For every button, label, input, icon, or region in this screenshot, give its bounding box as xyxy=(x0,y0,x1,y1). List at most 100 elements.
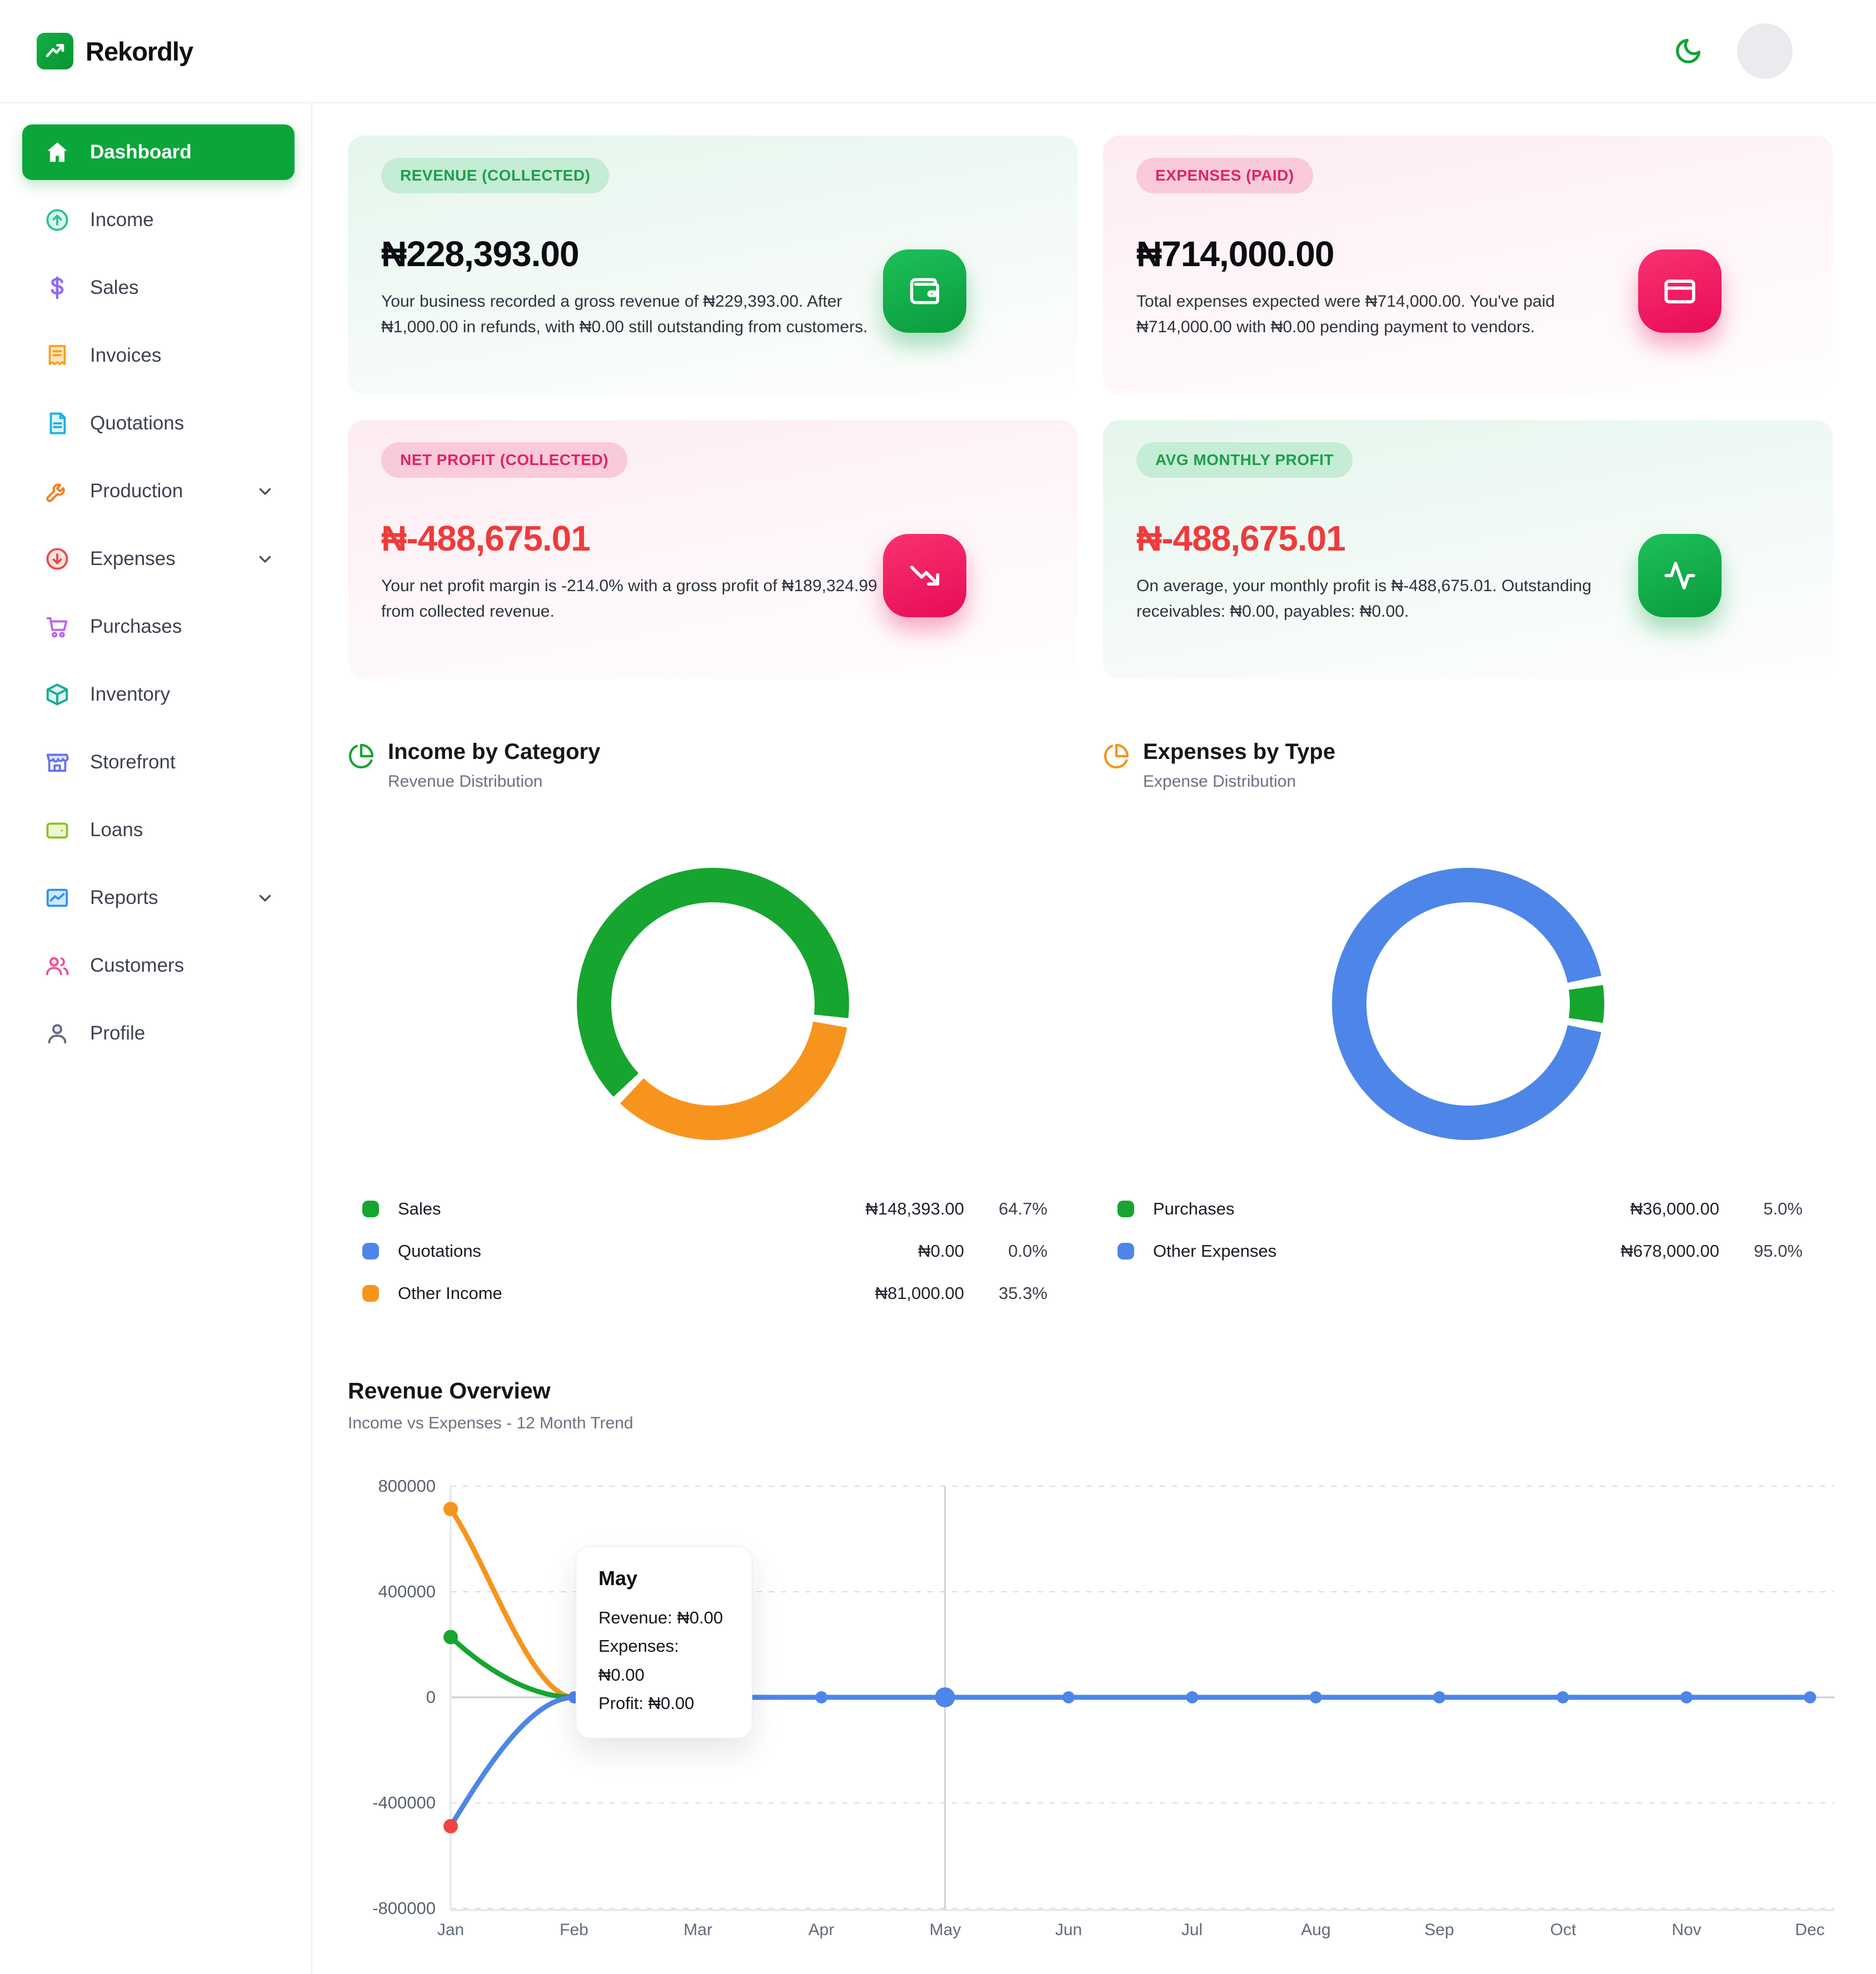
sidebar-item-purchases[interactable]: Purchases xyxy=(22,599,295,654)
y-axis-tick: 0 xyxy=(426,1687,436,1707)
income-legend: Sales ₦148,393.00 64.7% Quotations ₦0.00… xyxy=(348,1188,1077,1315)
tooltip-profit: Profit: ₦0.00 xyxy=(598,1693,695,1713)
avg-monthly-profit-description: On average, your monthly profit is ₦-488… xyxy=(1136,577,1591,621)
chevron-down-icon xyxy=(256,482,275,501)
arrow-up-circle-icon xyxy=(44,207,70,233)
chevron-down-icon xyxy=(256,549,275,568)
revenue-description: Your business recorded a gross revenue o… xyxy=(381,292,868,336)
legend-row: Purchases ₦36,000.00 5.0% xyxy=(1117,1188,1830,1230)
user-icon xyxy=(44,1021,70,1046)
expenses-by-type-title: Expenses by Type xyxy=(1143,739,1336,764)
net-profit-value: ₦-488,675.01 xyxy=(381,518,591,558)
net-profit-badge: NET PROFIT (COLLECTED) xyxy=(381,442,627,478)
x-axis-tick: Mar xyxy=(683,1921,712,1939)
sidebar-item-profile[interactable]: Profile xyxy=(22,1006,295,1061)
avg-monthly-profit-value: ₦-488,675.01 xyxy=(1136,518,1346,558)
line-chart-canvas xyxy=(443,1486,1834,1911)
sidebar-item-label: Production xyxy=(90,480,183,502)
brand-logo-icon xyxy=(37,33,73,69)
package-icon xyxy=(44,682,70,707)
line-chart: 800000 400000 0 -400000 -800000 Jan Feb … xyxy=(348,1464,1834,1953)
sidebar-item-inventory[interactable]: Inventory xyxy=(22,667,295,722)
legend-row: Quotations ₦0.00 0.0% xyxy=(362,1230,1075,1272)
home-icon xyxy=(44,139,70,165)
revenue-overview-subtitle: Income vs Expenses - 12 Month Trend xyxy=(348,1414,633,1432)
sidebar-item-customers[interactable]: Customers xyxy=(22,938,295,993)
y-axis-tick: 400000 xyxy=(378,1582,436,1601)
y-axis-tick: -400000 xyxy=(372,1793,436,1812)
distribution-charts: Income by Category Revenue Distribution … xyxy=(348,739,1833,1315)
revenue-overview-title: Revenue Overview xyxy=(348,1378,551,1403)
sidebar-item-loans[interactable]: Loans xyxy=(22,802,295,858)
chart-tooltip: May Revenue: ₦0.00 Expenses: ₦0.00 Profi… xyxy=(576,1546,752,1738)
brand-name: Rekordly xyxy=(86,36,193,66)
income-by-category-panel: Income by Category Revenue Distribution … xyxy=(348,739,1077,1315)
credit-card-icon xyxy=(1638,249,1722,333)
store-icon xyxy=(44,749,70,775)
sidebar-item-production[interactable]: Production xyxy=(22,463,295,519)
pie-chart-icon xyxy=(1103,743,1130,769)
net-profit-description: Your net profit margin is -214.0% with a… xyxy=(381,577,877,621)
sidebar-item-reports[interactable]: Reports xyxy=(22,870,295,926)
expenses-value: ₦714,000.00 xyxy=(1136,234,1335,274)
expenses-by-type-panel: Expenses by Type Expense Distribution Pu… xyxy=(1103,739,1833,1315)
legend-color-swatch xyxy=(362,1285,379,1302)
x-axis-tick: Apr xyxy=(808,1921,835,1939)
tooltip-revenue: Revenue: ₦0.00 xyxy=(598,1608,724,1627)
revenue-badge: REVENUE (COLLECTED) xyxy=(381,158,610,193)
pie-chart-icon xyxy=(348,743,375,769)
wallet-icon xyxy=(883,249,966,333)
x-axis-tick: Jan xyxy=(437,1921,465,1939)
sidebar-item-income[interactable]: Income xyxy=(22,192,295,248)
income-by-category-subtitle: Revenue Distribution xyxy=(388,772,543,791)
legend-color-swatch xyxy=(1117,1201,1134,1217)
sidebar-item-dashboard[interactable]: Dashboard xyxy=(22,124,295,180)
dark-mode-toggle[interactable] xyxy=(1672,34,1705,68)
sidebar-item-label: Reports xyxy=(90,887,158,908)
sidebar-item-label: Profile xyxy=(90,1022,146,1044)
sidebar-item-label: Quotations xyxy=(90,412,184,434)
x-axis-tick: May xyxy=(929,1921,961,1939)
sidebar-item-quotations[interactable]: Quotations xyxy=(22,396,295,451)
y-axis-tick: 800000 xyxy=(378,1476,436,1496)
sidebar-item-label: Dashboard xyxy=(90,141,192,163)
wrench-icon xyxy=(44,478,70,504)
revenue-card: REVENUE (COLLECTED) ₦228,393.00 Your bus… xyxy=(348,136,1077,394)
x-axis-tick: Dec xyxy=(1795,1921,1825,1939)
legend-row: Other Income ₦81,000.00 35.3% xyxy=(362,1272,1075,1315)
expenses-by-type-subtitle: Expense Distribution xyxy=(1143,772,1296,791)
expense-donut-chart xyxy=(1331,868,1604,1140)
expenses-description: Total expenses expected were ₦714,000.00… xyxy=(1136,292,1555,336)
legend-row: Sales ₦148,393.00 64.7% xyxy=(362,1188,1075,1230)
sidebar-item-sales[interactable]: Sales xyxy=(22,260,295,316)
sidebar-item-invoices[interactable]: Invoices xyxy=(22,328,295,383)
legend-color-swatch xyxy=(362,1201,379,1217)
document-icon xyxy=(44,411,70,436)
avg-monthly-profit-badge: AVG MONTHLY PROFIT xyxy=(1136,442,1353,478)
dollar-icon xyxy=(44,275,70,301)
activity-icon xyxy=(1638,534,1722,617)
chevron-down-icon xyxy=(256,888,275,907)
expenses-badge: EXPENSES (PAID) xyxy=(1136,158,1313,193)
sidebar-item-label: Inventory xyxy=(90,683,170,705)
sidebar-item-label: Customers xyxy=(90,954,184,976)
sidebar-item-expenses[interactable]: Expenses xyxy=(22,531,295,587)
shopping-cart-icon xyxy=(44,614,70,639)
income-by-category-title: Income by Category xyxy=(388,739,601,764)
stat-cards: REVENUE (COLLECTED) ₦228,393.00 Your bus… xyxy=(348,136,1833,679)
net-profit-card: NET PROFIT (COLLECTED) ₦-488,675.01 Your… xyxy=(348,420,1077,679)
sidebar-item-label: Sales xyxy=(90,277,139,298)
dashboard-content: REVENUE (COLLECTED) ₦228,393.00 Your bus… xyxy=(312,103,1876,1974)
sidebar: Dashboard Income Sales Invoices Quotatio… xyxy=(0,103,312,1974)
avg-monthly-profit-card: AVG MONTHLY PROFIT ₦-488,675.01 On avera… xyxy=(1103,420,1833,679)
tooltip-month: May xyxy=(598,1567,638,1590)
users-icon xyxy=(44,953,70,978)
revenue-overview-panel: Revenue Overview Income vs Expenses - 12… xyxy=(348,1378,1834,1953)
chart-icon xyxy=(44,885,70,911)
moon-icon xyxy=(1675,38,1701,64)
x-axis-tick: Aug xyxy=(1301,1921,1331,1939)
expense-legend: Purchases ₦36,000.00 5.0% Other Expenses… xyxy=(1103,1188,1833,1272)
x-axis-tick: Jun xyxy=(1055,1921,1082,1939)
sidebar-item-storefront[interactable]: Storefront xyxy=(22,734,295,790)
user-avatar[interactable] xyxy=(1737,23,1793,79)
